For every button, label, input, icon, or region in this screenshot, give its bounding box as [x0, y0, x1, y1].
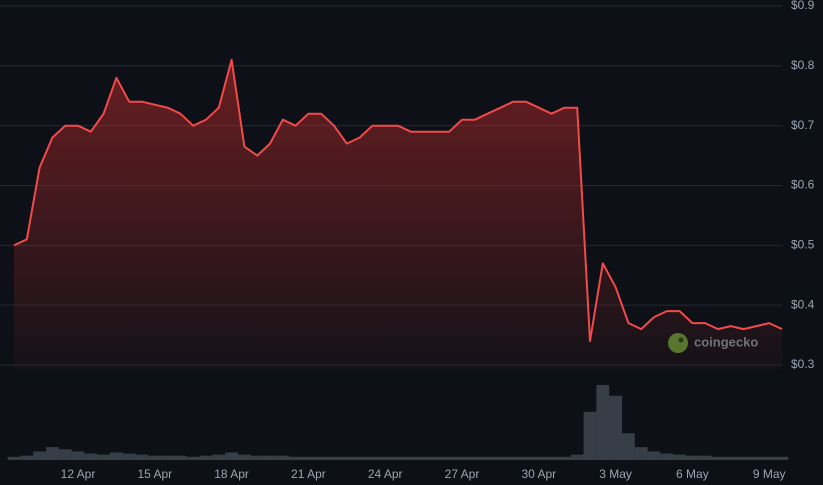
volume-bar	[366, 456, 379, 460]
volume-bar	[33, 451, 46, 460]
volume-bar	[97, 454, 110, 460]
volume-bar	[250, 455, 264, 460]
y-tick-label: $0.7	[791, 118, 815, 132]
volume-bar	[122, 453, 136, 460]
volume-bar	[314, 456, 328, 460]
x-tick-label: 27 Apr	[445, 467, 480, 481]
x-tick-label: 9 May	[753, 467, 786, 481]
volume-bar	[148, 455, 162, 460]
volume-bar	[225, 452, 238, 460]
volume-bar	[353, 456, 366, 460]
volume-bar	[199, 455, 213, 460]
x-tick-label: 15 Apr	[137, 467, 172, 481]
volume-bar	[545, 456, 558, 460]
volume-bar	[289, 456, 302, 460]
watermark-text: coingecko	[694, 334, 758, 349]
volume-bar	[698, 455, 712, 460]
price-line	[13, 58, 783, 343]
volume-bar	[84, 453, 98, 460]
volume-bar	[532, 456, 546, 460]
volume-bar	[46, 447, 59, 460]
volume-bar	[647, 451, 661, 460]
volume-bar	[686, 455, 699, 460]
volume-bar	[442, 456, 456, 460]
x-tick-label: 18 Apr	[214, 467, 249, 481]
x-tick-label: 6 May	[676, 467, 709, 481]
x-tick-label: 24 Apr	[368, 467, 403, 481]
volume-bar	[430, 456, 443, 460]
volume-bar	[417, 456, 430, 460]
volume-bar	[775, 456, 789, 460]
y-tick-label: $0.3	[791, 357, 815, 371]
volume-bar	[673, 454, 686, 460]
volume-bar	[506, 456, 520, 460]
volume-bar	[58, 449, 72, 460]
volume-bar	[455, 456, 469, 460]
x-tick-label: 30 Apr	[521, 467, 556, 481]
volume-bar	[404, 456, 418, 460]
volume-bar	[391, 456, 405, 460]
volume-bar	[750, 456, 763, 460]
volume-bar	[494, 456, 507, 460]
x-tick-label: 12 Apr	[61, 467, 96, 481]
volume-bar	[340, 456, 354, 460]
volume-bar	[174, 455, 187, 460]
volume-bar	[71, 451, 85, 460]
volume-bar	[378, 456, 392, 460]
volume-bar	[558, 456, 571, 460]
volume-bar	[7, 456, 21, 460]
volume-bar	[737, 456, 750, 460]
volume-bar	[161, 455, 174, 460]
volume-bar	[263, 455, 277, 460]
volume-bar	[276, 455, 290, 460]
volume-bar	[135, 454, 149, 460]
y-tick-label: $0.9	[791, 0, 815, 12]
volume-bar	[327, 456, 341, 460]
volume-bar	[302, 456, 315, 460]
volume-bar	[238, 454, 251, 460]
volume-bar	[634, 447, 648, 460]
volume-bar	[724, 456, 738, 460]
volume-bar	[570, 454, 584, 460]
volume-bar	[583, 411, 597, 460]
volume-bar	[596, 385, 610, 460]
volume-bar	[468, 456, 482, 460]
volume-bar	[622, 433, 635, 460]
watermark: coingecko	[668, 333, 758, 353]
y-tick-label: $0.6	[791, 178, 815, 192]
volume-bar	[711, 456, 725, 460]
y-tick-label: $0.8	[791, 58, 815, 72]
volume-bar	[660, 453, 674, 460]
y-tick-label: $0.4	[791, 297, 815, 311]
volume-bar	[519, 456, 533, 460]
volume-bar	[110, 452, 123, 460]
area	[14, 59, 782, 371]
volume-bar	[20, 455, 34, 460]
volume-bar	[212, 454, 226, 460]
volume-bar	[481, 456, 494, 460]
volume-bar	[186, 456, 200, 460]
x-tick-label: 21 Apr	[291, 467, 326, 481]
volume-bar	[609, 395, 622, 460]
y-tick-label: $0.5	[791, 238, 815, 252]
volume-bar	[762, 456, 776, 460]
x-tick-label: 3 May	[599, 467, 632, 481]
